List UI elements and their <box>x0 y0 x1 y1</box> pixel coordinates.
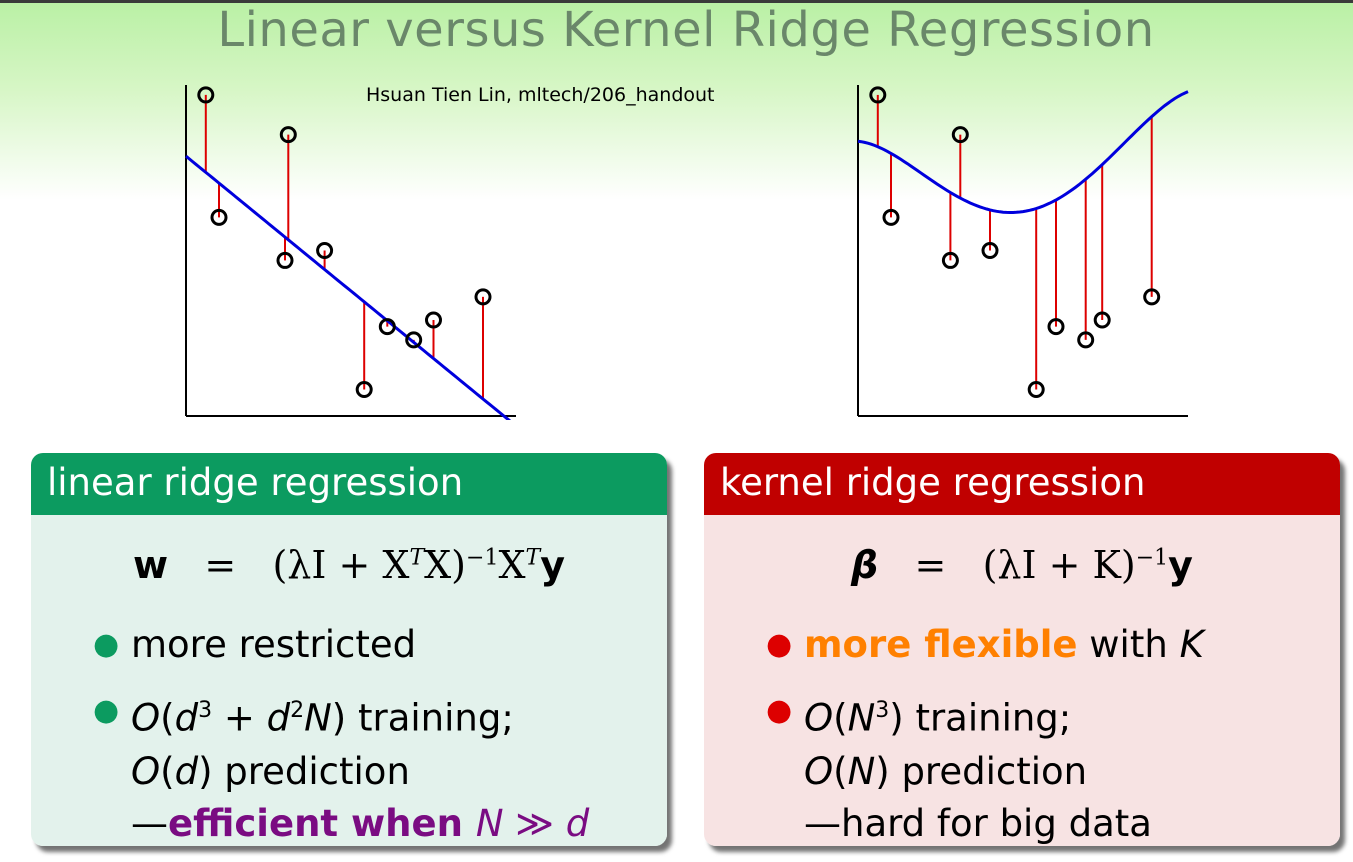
list-item-continuation: —hard for big data <box>804 802 1152 846</box>
data-point <box>210 208 228 226</box>
data-point <box>474 288 492 306</box>
data-point <box>981 242 999 259</box>
list-item: ● O(d3 + d2N) training; <box>31 683 667 746</box>
list-item-continuation: —efficient when N ≫ d <box>131 802 590 846</box>
data-point <box>1093 311 1111 329</box>
list-item: ● more flexible with K <box>704 617 1340 673</box>
data-point <box>276 251 294 269</box>
linear-ridge-title: linear ridge regression <box>31 453 667 515</box>
fit-curve <box>857 90 1189 214</box>
bullet-dot: ● <box>93 693 120 728</box>
linear-fit-plot <box>185 85 516 420</box>
data-point <box>378 318 396 336</box>
data-point <box>1077 331 1095 349</box>
kernel-ridge-bullets: ● more flexible with K ● O(N3) training; O… <box>704 617 1340 846</box>
data-point <box>279 126 297 144</box>
data-point <box>882 208 900 226</box>
data-point <box>941 251 959 269</box>
fit-curve <box>185 155 512 420</box>
kernel-ridge-equation: β = (λI + K)−1y <box>851 543 1193 587</box>
header-band <box>0 0 1353 200</box>
data-point <box>951 126 969 144</box>
data-point <box>355 381 373 399</box>
bullet-dot: ● <box>93 627 120 662</box>
kernel-ridge-body: β = (λI + K)−1y ● more flexible with K ● O… <box>704 515 1340 846</box>
list-item: ● O(N3) training; <box>704 683 1340 746</box>
bullet-dot: ● <box>766 627 793 662</box>
data-point <box>869 86 887 104</box>
bullet-dot: ● <box>766 693 793 728</box>
kernel-ridge-title: kernel ridge regression <box>704 453 1340 515</box>
list-item-continuation: O(d) prediction <box>131 750 410 794</box>
data-point <box>405 331 423 349</box>
list-item: ● more restricted <box>31 617 667 673</box>
data-point <box>1027 381 1045 399</box>
top-rule <box>0 0 1353 3</box>
data-point <box>316 242 334 259</box>
linear-ridge-bullets: ● more restricted ● O(d3 + d2N) training; … <box>31 617 667 846</box>
linear-ridge-equation: w = (λI + XTX)−1XTy <box>133 543 565 587</box>
data-point <box>197 86 215 104</box>
data-point <box>425 311 442 329</box>
linear-ridge-body: w = (λI + XTX)−1XTy ● more restricted ● O(… <box>31 515 667 846</box>
list-item-continuation: O(N) prediction <box>804 750 1088 794</box>
slide-title: Linear versus Kernel Ridge Regression <box>217 2 1155 58</box>
linear-ridge-box: linear ridge regression w = (λI + XTX)−1… <box>31 453 667 846</box>
kernel-fit-plot <box>857 85 1189 417</box>
kernel-ridge-box: kernel ridge regression β = (λI + K)−1y … <box>704 453 1340 846</box>
credit-text: Hsuan Tien Lin, mltech/206_handout <box>366 84 715 106</box>
data-point <box>1047 318 1065 336</box>
data-point <box>1143 288 1161 306</box>
